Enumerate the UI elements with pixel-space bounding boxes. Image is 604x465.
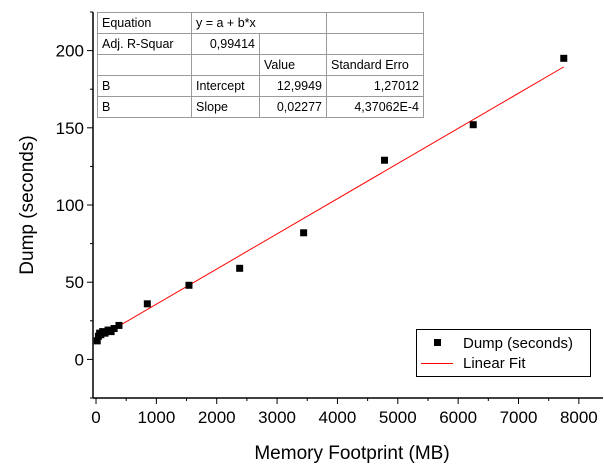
table-row: Adj. R-Squar 0,99414 bbox=[97, 33, 424, 55]
table-row: Equation y = a + b*x bbox=[97, 12, 424, 34]
data-point bbox=[236, 264, 244, 272]
empty-cell bbox=[191, 54, 260, 76]
empty-cell bbox=[326, 33, 424, 55]
adj-r-squared-label: Adj. R-Squar bbox=[97, 33, 192, 55]
x-tick-label: 3000 bbox=[258, 408, 296, 427]
data-point bbox=[300, 229, 308, 237]
plot-marks bbox=[93, 54, 568, 345]
value-header: Value bbox=[259, 54, 327, 76]
x-tick-label: 1000 bbox=[137, 408, 175, 427]
legend-item: Dump (seconds) bbox=[417, 334, 573, 352]
param-value-cell: 0,02277 bbox=[259, 96, 327, 118]
param-name-cell: Intercept bbox=[191, 75, 260, 97]
data-point bbox=[110, 325, 118, 333]
table-row: B Slope 0,02277 4,37062E-4 bbox=[97, 96, 424, 118]
y-tick-label: 100 bbox=[56, 196, 84, 215]
legend-item: Linear Fit bbox=[417, 354, 526, 372]
empty-cell bbox=[326, 12, 424, 34]
adj-r-squared-value: 0,99414 bbox=[191, 33, 260, 55]
x-tick-label: 2000 bbox=[198, 408, 236, 427]
param-name-cell: Slope bbox=[191, 96, 260, 118]
equation-label: Equation bbox=[97, 12, 192, 34]
legend-label: Dump (seconds) bbox=[463, 334, 574, 352]
x-tick-label: 8000 bbox=[560, 408, 598, 427]
x-tick-label: 0 bbox=[91, 408, 100, 427]
fit-results-table: Equation y = a + b*x Adj. R-Squar 0,9941… bbox=[97, 12, 424, 118]
table-row: Value Standard Erro bbox=[97, 54, 424, 76]
stderr-header: Standard Erro bbox=[326, 54, 424, 76]
x-tick-label: 4000 bbox=[319, 408, 357, 427]
data-point bbox=[93, 337, 101, 345]
fit-line bbox=[95, 66, 565, 340]
y-tick-label: 0 bbox=[75, 350, 84, 369]
param-cell: B bbox=[97, 75, 192, 97]
x-tick-label: 7000 bbox=[500, 408, 538, 427]
line-marker-icon bbox=[417, 354, 457, 372]
legend: Dump (seconds) Linear Fit bbox=[416, 329, 591, 377]
y-axis-title: Dump (seconds) bbox=[17, 135, 38, 274]
table-row: B Intercept 12,9949 1,27012 bbox=[97, 75, 424, 97]
param-cell: B bbox=[97, 96, 192, 118]
param-stderr-cell: 1,27012 bbox=[326, 75, 424, 97]
x-tick-label: 6000 bbox=[439, 408, 477, 427]
data-point bbox=[115, 321, 123, 329]
param-value-cell: 12,9949 bbox=[259, 75, 327, 97]
y-tick-label: 200 bbox=[56, 42, 84, 61]
square-marker-icon bbox=[417, 334, 457, 352]
param-stderr-cell: 4,37062E-4 bbox=[326, 96, 424, 118]
data-point bbox=[143, 300, 151, 308]
equation-value: y = a + b*x bbox=[191, 12, 327, 34]
data-point bbox=[560, 54, 568, 62]
data-point bbox=[185, 281, 193, 289]
x-tick-label: 5000 bbox=[379, 408, 417, 427]
y-tick-label: 150 bbox=[56, 119, 84, 138]
y-tick-label: 50 bbox=[65, 273, 84, 292]
x-axis-title: Memory Footprint (MB) bbox=[254, 443, 449, 464]
axis-ticks: 0 1000 2000 3000 4000 5000 6000 7000 8000 0 50 100 1… bbox=[56, 11, 598, 427]
data-point bbox=[469, 121, 477, 129]
legend-label: Linear Fit bbox=[463, 354, 526, 372]
empty-cell bbox=[259, 33, 327, 55]
empty-cell bbox=[97, 54, 192, 76]
data-point bbox=[381, 156, 389, 164]
